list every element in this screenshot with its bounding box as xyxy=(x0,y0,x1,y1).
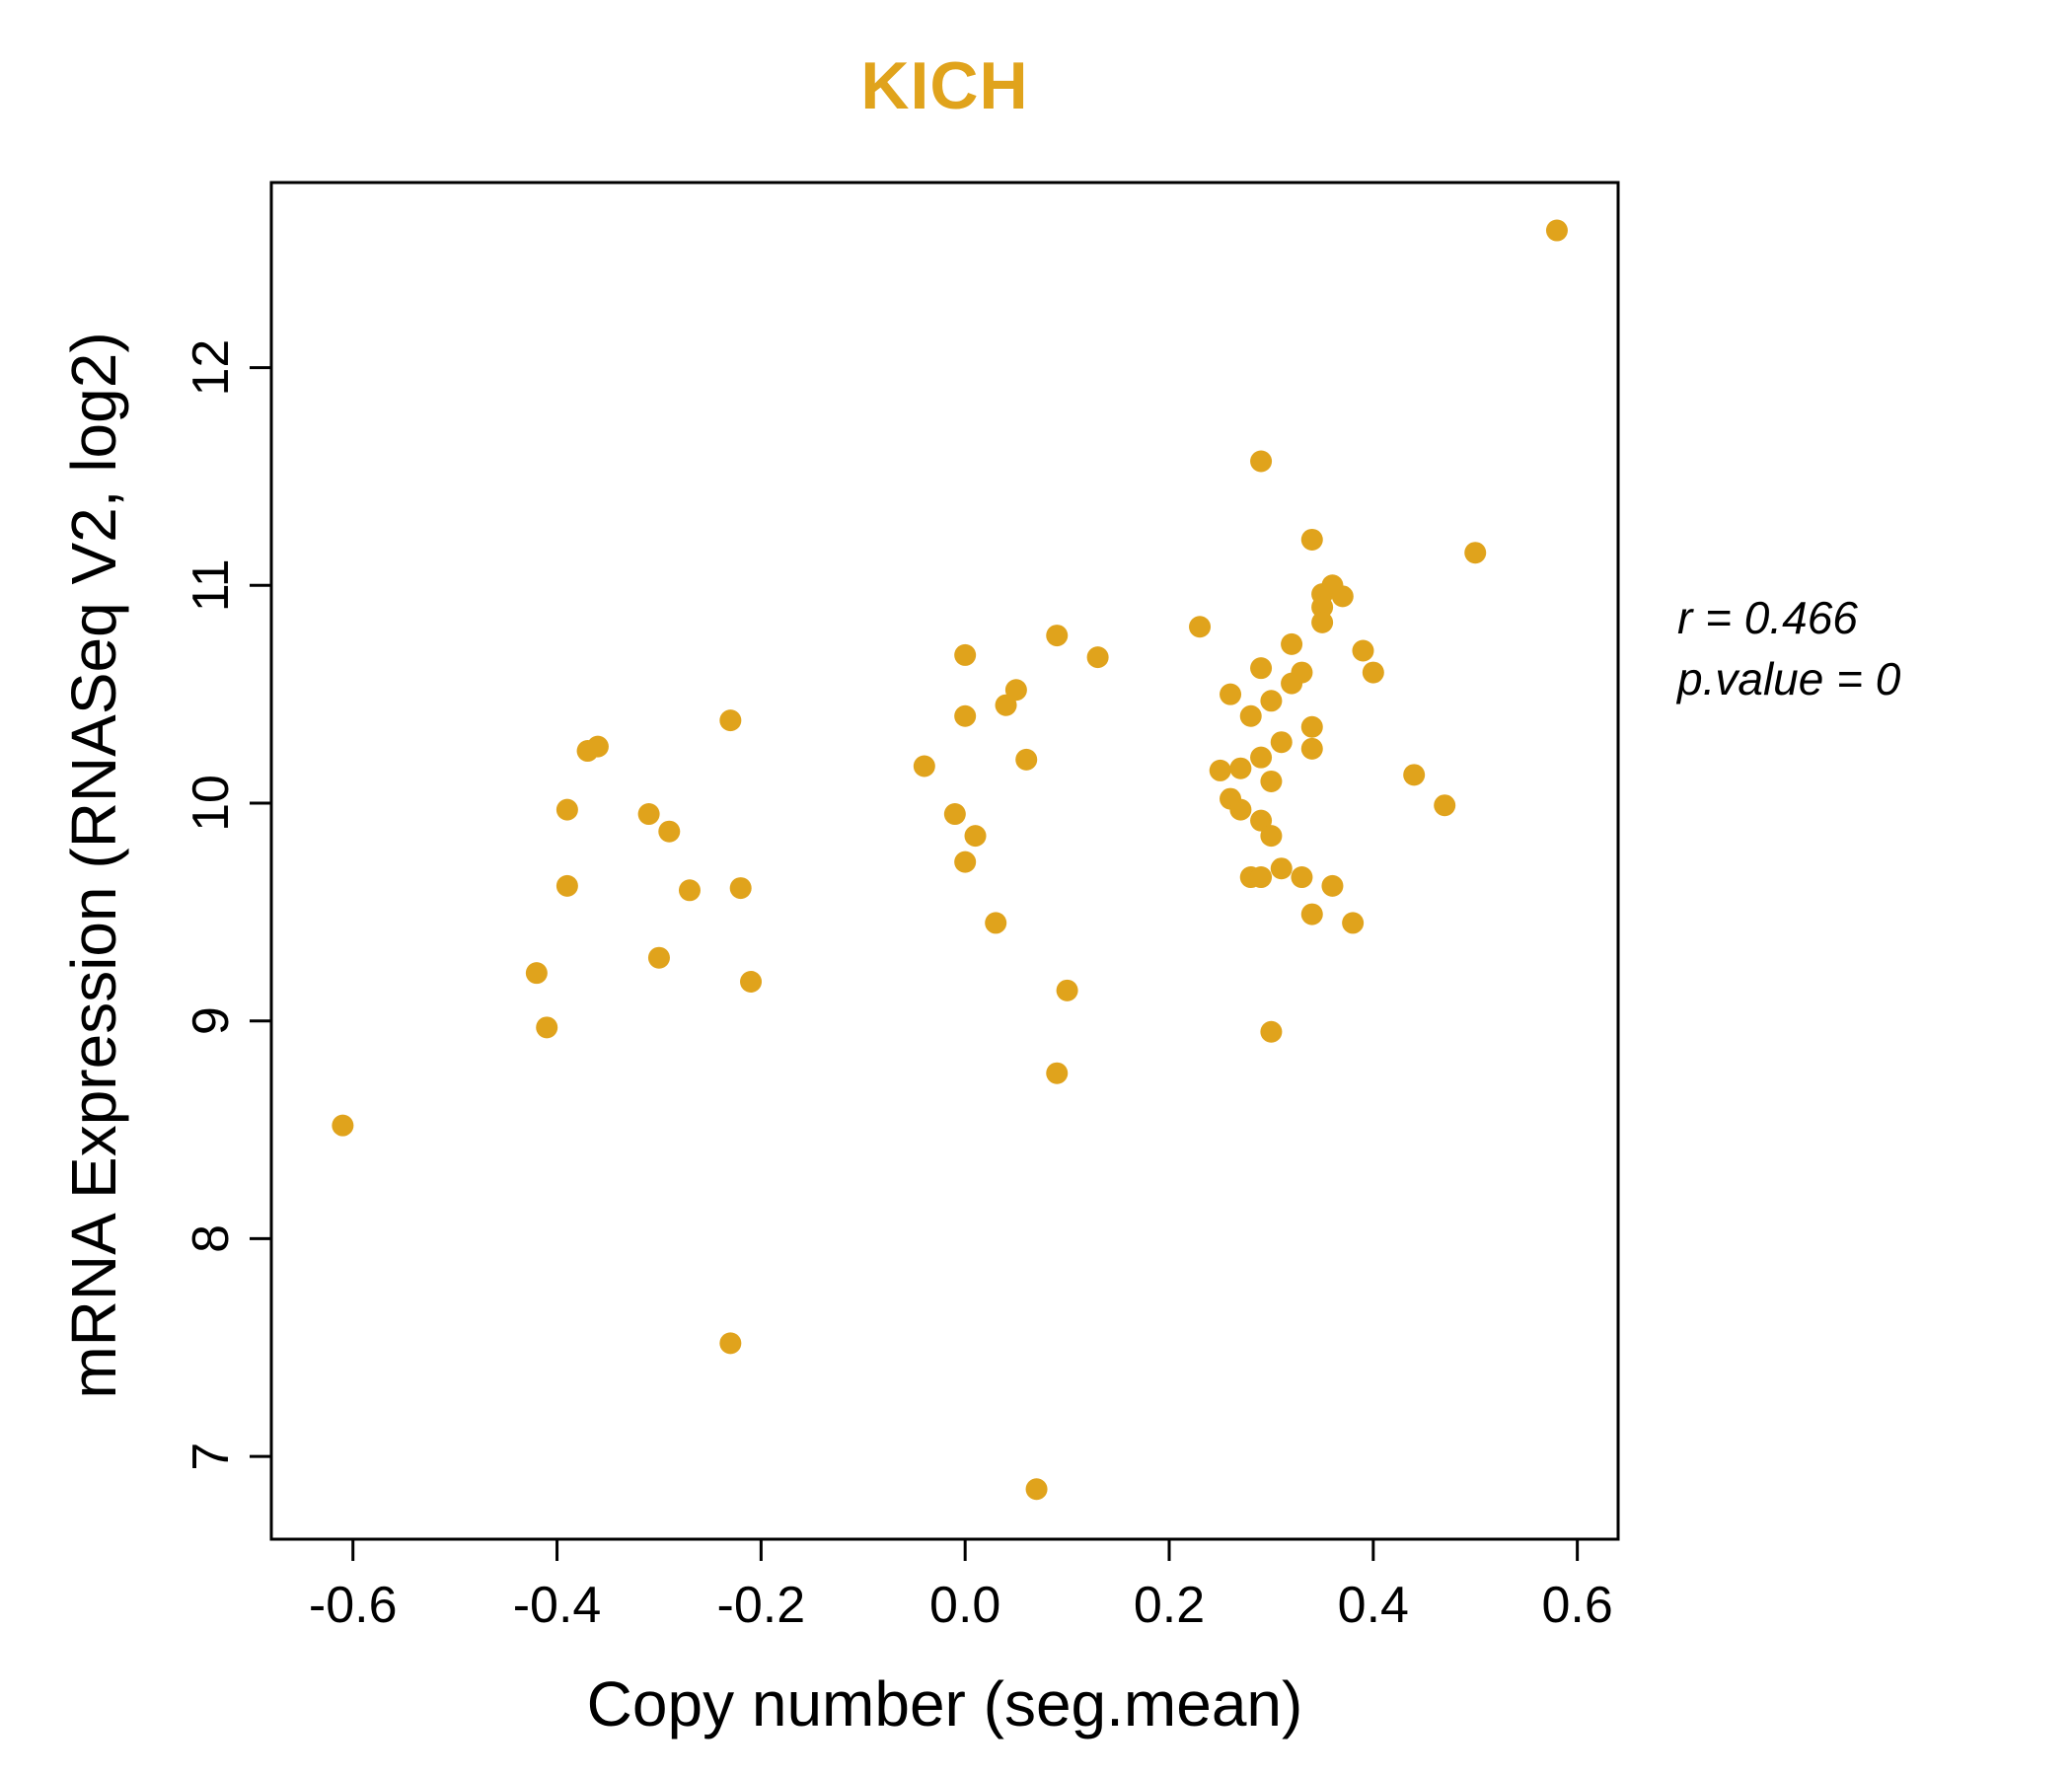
svg-text:8: 8 xyxy=(183,1224,240,1253)
correlation-annotation: r = 0.466 p.value = 0 xyxy=(1677,587,1900,709)
svg-text:11: 11 xyxy=(183,558,240,612)
svg-text:9: 9 xyxy=(183,1006,240,1035)
plot-box xyxy=(269,181,1620,1541)
svg-text:0.4: 0.4 xyxy=(1338,1577,1409,1634)
chart-title: KICH xyxy=(860,48,1029,123)
svg-text:-0.6: -0.6 xyxy=(309,1577,398,1634)
data-points xyxy=(332,219,1568,1501)
svg-text:0.2: 0.2 xyxy=(1134,1577,1205,1634)
p-value-text: p.value = 0 xyxy=(1677,653,1901,705)
svg-text:12: 12 xyxy=(183,339,240,397)
svg-text:-0.4: -0.4 xyxy=(513,1577,602,1634)
axis-tick-labels: -0.6 -0.4 -0.2 0.0 0.2 0.4 0.6 7 8 9 10 11 12 xyxy=(183,339,1613,1634)
x-axis-label: Copy number (seg.mean) xyxy=(586,1668,1303,1739)
svg-text:-0.2: -0.2 xyxy=(717,1577,806,1634)
y-axis-label: mRNA Expression (RNASeq V2, log2) xyxy=(58,332,129,1399)
r-value-text: r = 0.466 xyxy=(1677,592,1858,643)
svg-text:10: 10 xyxy=(183,775,240,832)
svg-text:7: 7 xyxy=(183,1443,240,1471)
svg-text:0.0: 0.0 xyxy=(929,1577,1000,1634)
svg-text:0.6: 0.6 xyxy=(1541,1577,1612,1634)
axis-ticks xyxy=(250,366,1580,1561)
